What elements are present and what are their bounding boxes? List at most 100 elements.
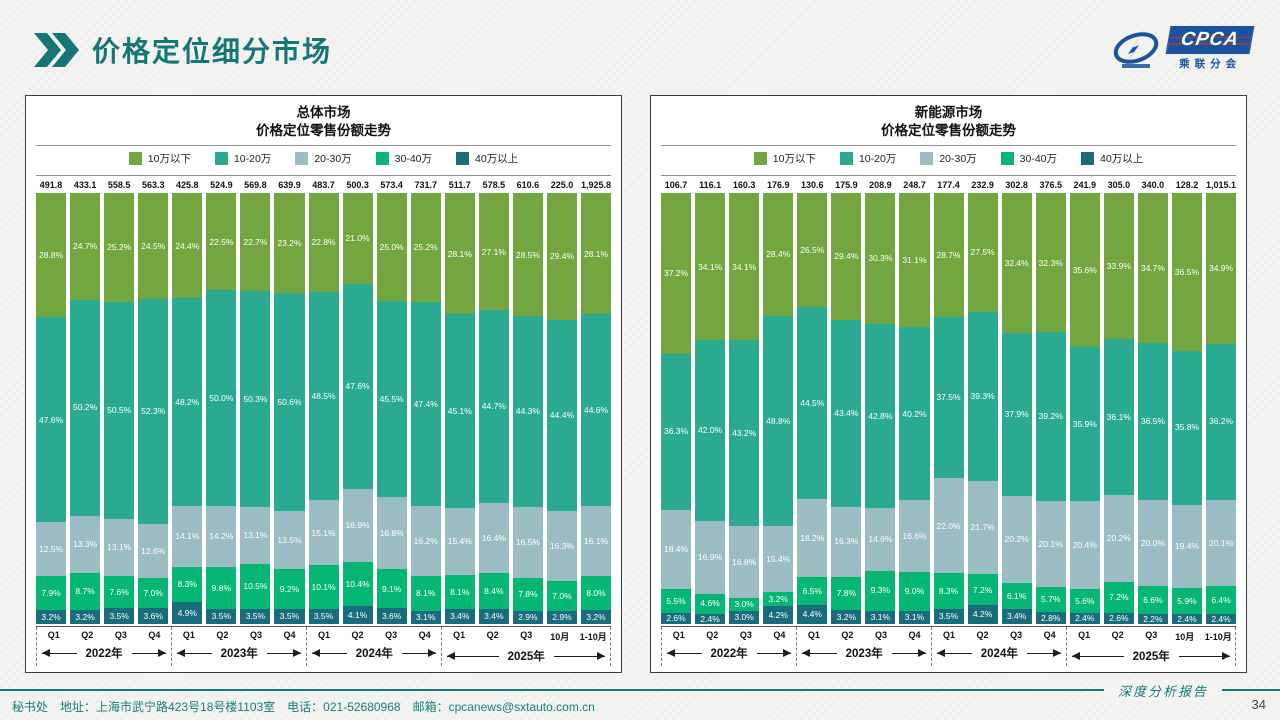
segment-label: 10.5% [243, 581, 268, 592]
total-label: 491.8 [39, 180, 63, 191]
bar-segment: 27.5% [967, 193, 998, 312]
bar-segment: 40.2% [899, 327, 930, 501]
total-label: 160.3 [732, 180, 756, 191]
bar-segment: 21.0% [342, 193, 373, 284]
segment-label: 48.5% [311, 390, 336, 401]
segment-label: 4.4% [802, 609, 822, 620]
x-tick-label: Q3 [1145, 630, 1158, 640]
segment-label: 40.2% [902, 408, 927, 419]
bar-column: 1,015.1 34.9% 36.2% 20.1% 6.4% 2.4% [1206, 180, 1237, 624]
bar-segment: 7.8% [831, 576, 862, 611]
bar-segment: 7.6% [104, 575, 135, 609]
arrow-left [177, 649, 212, 657]
segment-label: 19.4% [1174, 541, 1200, 552]
bar-segment: 3.2% [831, 610, 862, 624]
bar-segment: 13.1% [104, 519, 135, 576]
bar-segment: 48.8% [763, 315, 794, 526]
bar-stack: 34.9% 36.2% 20.1% 6.4% 2.4% [1206, 193, 1237, 624]
segment-label: 45.1% [447, 406, 472, 417]
arrow-left [312, 649, 347, 657]
legend-swatch [128, 152, 142, 166]
bar-segment: 34.9% [1206, 193, 1237, 344]
bar-segment: 2.9% [546, 611, 577, 624]
segment-label: 26.5% [800, 245, 825, 256]
bar-segment: 44.4% [546, 320, 577, 512]
bar-column: 569.8 22.7% 50.3% 13.1% 10.5% 3.5% [240, 180, 271, 624]
x-tick-label: 1-10月 [579, 632, 607, 642]
segment-label: 22.8% [311, 237, 336, 248]
segment-label: 22.5% [209, 236, 234, 247]
segment-label: 36.5% [1140, 416, 1165, 427]
x-tick-label: Q2 [976, 630, 989, 640]
segment-label: 44.7% [481, 401, 506, 412]
bar-segment: 3.4% [1001, 609, 1032, 624]
bar-segment: 16.8% [376, 496, 407, 570]
bar-segment: 29.4% [546, 193, 577, 321]
segment-label: 9.2% [279, 583, 300, 594]
bar-segment: 10.1% [308, 565, 339, 609]
segment-label: 27.5% [970, 247, 995, 258]
bar-column: 232.9 27.5% 39.3% 21.7% 7.2% 4.2% [967, 180, 998, 624]
bar-stack: 31.1% 40.2% 16.6% 9.0% 3.1% [899, 193, 930, 624]
total-label: 340.0 [1141, 180, 1165, 191]
legend-item: 30-40万 [1000, 151, 1057, 166]
bar-segment: 3.2% [70, 610, 101, 624]
year-arrow: 2022年 [662, 640, 796, 661]
bar-segment: 2.4% [1171, 613, 1202, 624]
legend-label: 40万以上 [1100, 153, 1144, 166]
bar-segment: 50.2% [70, 299, 101, 516]
x-tick-label: 10月 [1175, 632, 1195, 642]
segment-label: 7.8% [518, 589, 538, 600]
bar-segment: 33.9% [1103, 193, 1134, 340]
page-footer: 深度分析报告 秘书处 地址：上海市武宁路423号18号楼1103室 电话：021… [0, 681, 1280, 720]
bar-segment: 8.1% [444, 574, 475, 610]
segment-label: 10.4% [345, 578, 370, 589]
bar-segment: 22.7% [240, 193, 271, 292]
segment-label: 47.6% [38, 414, 64, 425]
segment-label: 50.3% [243, 394, 268, 404]
bar-stack: 28.4% 48.8% 15.4% 3.2% 4.2% [763, 193, 794, 624]
bar-segment: 12.5% [36, 522, 67, 577]
bar-segment: 30.3% [865, 193, 896, 324]
bar-segment: 36.3% [661, 353, 692, 510]
bar-column: 106.7 37.2% 36.3% 18.4% 5.5% 2.6% [661, 180, 692, 624]
x-tick-label: Q1 [1078, 630, 1091, 640]
segment-label: 20.0% [1140, 537, 1165, 548]
segment-label: 25.0% [379, 242, 404, 252]
bar-segment: 48.5% [308, 291, 339, 501]
segment-label: 33.9% [1106, 261, 1131, 272]
segment-label: 25.2% [413, 242, 438, 253]
bar-column: 578.5 27.1% 44.7% 16.4% 8.4% 3.4% [478, 180, 509, 624]
legend-item: 30-40万 [375, 151, 432, 166]
segment-label: 3.4% [484, 611, 504, 622]
total-label: 425.8 [176, 180, 199, 191]
bar-segment: 3.5% [104, 608, 135, 624]
segment-label: 16.8% [732, 556, 757, 567]
segment-label: 28.1% [583, 248, 609, 259]
bar-stack: 36.5% 35.8% 19.4% 5.9% 2.4% [1171, 193, 1202, 624]
x-tick-label: Q1 [943, 630, 956, 640]
bar-segment: 50.6% [274, 293, 305, 512]
bar-segment: 44.6% [581, 314, 612, 507]
bar-stack: 34.1% 42.0% 16.9% 4.6% 2.4% [695, 193, 726, 624]
bar-stack: 26.5% 44.5% 18.2% 6.5% 4.4% [797, 193, 828, 624]
segment-label: 3.4% [1006, 611, 1027, 622]
year-label: 2024年 [980, 648, 1018, 660]
segment-label: 34.7% [1140, 262, 1165, 273]
bar-segment: 7.9% [36, 576, 67, 611]
segment-label: 3.5% [279, 611, 300, 622]
bar-segment: 3.6% [138, 608, 169, 624]
segment-label: 14.2% [209, 530, 234, 541]
segment-label: 6.4% [1211, 594, 1231, 605]
bar-column: 130.6 26.5% 44.5% 18.2% 6.5% 4.4% [797, 180, 828, 624]
bar-segment: 35.9% [1069, 346, 1100, 502]
x-tick-label: Q2 [81, 630, 94, 640]
bar-column: 524.9 22.5% 50.0% 14.2% 9.8% 3.5% [206, 180, 237, 624]
nev-market-chart-panel: 新能源市场 价格定位零售份额走势 10万以下 10-20万 20-30万 30-40万… [650, 95, 1247, 673]
year-label: 2025年 [1132, 651, 1170, 663]
segment-label: 16.8% [379, 527, 404, 538]
total-label: 563.3 [141, 180, 165, 191]
total-label: 511.7 [448, 180, 471, 191]
total-label: 302.8 [1005, 180, 1028, 191]
bar-stack: 32.3% 39.2% 20.1% 5.7% 2.8% [1035, 193, 1066, 624]
